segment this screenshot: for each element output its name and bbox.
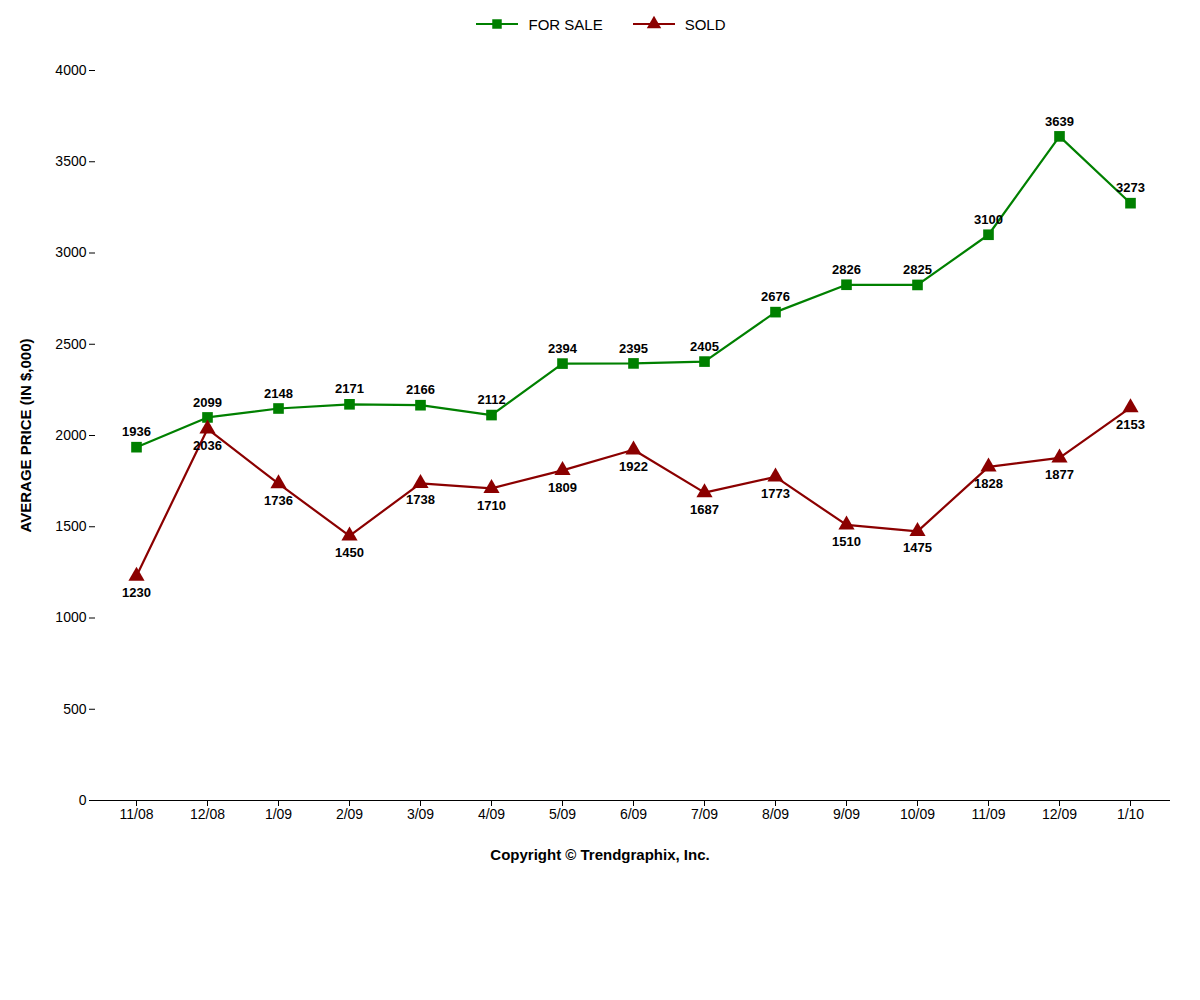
svg-text:1828: 1828: [974, 476, 1003, 491]
svg-text:7/09: 7/09: [691, 806, 718, 822]
html-text:Copyright © Trendgraphix, Inc.: Copyright © Trendgraphix, Inc.: [490, 846, 710, 863]
html-text:FOR SALE: FOR SALE: [528, 15, 603, 33]
svg-text:2166: 2166: [406, 382, 435, 397]
svg-text:1500: 1500: [55, 518, 86, 534]
svg-text:2112: 2112: [477, 392, 505, 407]
svg-text:1710: 1710: [477, 498, 506, 513]
svg-text:9/09: 9/09: [833, 806, 860, 822]
svg-text:1738: 1738: [406, 492, 435, 507]
svg-text:1510: 1510: [832, 534, 861, 549]
svg-text:5/09: 5/09: [549, 806, 576, 822]
svg-text:2826: 2826: [832, 262, 861, 277]
svg-text:2148: 2148: [264, 386, 293, 401]
svg-text:1809: 1809: [548, 480, 577, 495]
svg-text:1877: 1877: [1045, 467, 1074, 482]
svg-text:11/08: 11/08: [120, 806, 154, 822]
svg-text:1/09: 1/09: [265, 806, 292, 822]
svg-text:2/09: 2/09: [336, 806, 363, 822]
svg-text:3/09: 3/09: [407, 806, 434, 822]
svg-text:1450: 1450: [335, 545, 364, 560]
svg-text:1922: 1922: [619, 459, 648, 474]
svg-text:1475: 1475: [903, 540, 932, 555]
svg-text:12/09: 12/09: [1042, 806, 1077, 822]
svg-text:2825: 2825: [903, 262, 932, 277]
svg-text:3273: 3273: [1116, 180, 1145, 195]
svg-text:2099: 2099: [193, 395, 222, 410]
svg-text:1/10: 1/10: [1117, 806, 1144, 822]
svg-text:3639: 3639: [1045, 114, 1074, 129]
svg-text:2394: 2394: [548, 341, 578, 356]
svg-text:1230: 1230: [122, 585, 151, 600]
svg-text:2676: 2676: [761, 289, 790, 304]
svg-text:1000: 1000: [55, 609, 86, 625]
svg-text:6/09: 6/09: [620, 806, 647, 822]
svg-text:500: 500: [63, 701, 87, 717]
svg-text:1773: 1773: [761, 486, 790, 501]
svg-text:1736: 1736: [264, 493, 293, 508]
svg-text:10/09: 10/09: [900, 806, 935, 822]
svg-text:4/09: 4/09: [478, 806, 505, 822]
svg-text:8/09: 8/09: [762, 806, 789, 822]
svg-text:AVERAGE PRICE (IN $,000): AVERAGE PRICE (IN $,000): [17, 339, 34, 533]
svg-text:2405: 2405: [690, 339, 719, 354]
svg-text:11/09: 11/09: [972, 806, 1006, 822]
svg-text:3100: 3100: [974, 212, 1003, 227]
html-text:SOLD: SOLD: [684, 15, 726, 33]
svg-text:1936: 1936: [122, 424, 151, 439]
svg-text:12/08: 12/08: [190, 806, 225, 822]
svg-text:2036: 2036: [193, 438, 222, 453]
svg-text:1687: 1687: [690, 502, 719, 517]
svg-text:3000: 3000: [55, 244, 86, 260]
svg-text:2000: 2000: [55, 427, 86, 443]
svg-text:2500: 2500: [55, 336, 86, 352]
svg-text:3500: 3500: [55, 153, 86, 169]
svg-text:2153: 2153: [1116, 417, 1145, 432]
svg-text:4000: 4000: [55, 62, 86, 78]
svg-text:2395: 2395: [619, 341, 648, 356]
svg-text:0: 0: [79, 792, 87, 808]
svg-text:2171: 2171: [335, 381, 364, 396]
